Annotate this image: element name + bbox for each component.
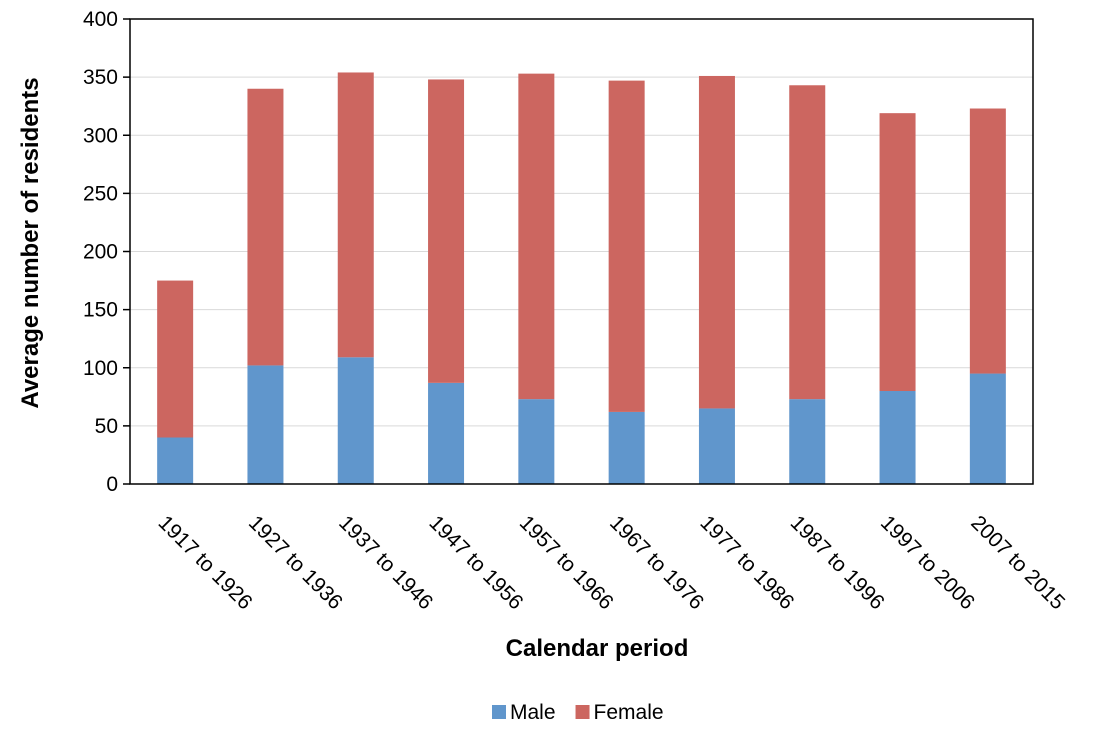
legend-label-male: Male [510, 701, 556, 724]
y-tick-label: 0 [106, 473, 118, 496]
y-tick-label: 200 [83, 241, 118, 264]
bar-female [247, 88, 284, 366]
bar-female [428, 79, 465, 383]
x-tick-label: 1947 to 1956 [425, 511, 528, 614]
y-tick-label: 150 [83, 299, 118, 322]
y-tick-label: 250 [83, 182, 118, 205]
x-tick-label: 1987 to 1996 [786, 511, 889, 614]
bars [157, 72, 1006, 484]
y-axis-ticks: 0 50 100 150 200 250 300 350 400 [83, 8, 130, 496]
bar-male [428, 382, 465, 484]
bar-male [157, 437, 194, 484]
bar-male [698, 408, 735, 484]
x-tick-label: 1997 to 2006 [876, 511, 979, 614]
y-tick-label: 100 [83, 357, 118, 380]
legend-swatch-female [575, 705, 590, 719]
legend-swatch-male [492, 705, 506, 719]
bar-male [337, 357, 374, 484]
bar-female [879, 113, 916, 391]
bar-male [789, 399, 826, 484]
y-tick-label: 50 [95, 415, 118, 438]
x-tick-label: 2007 to 2015 [966, 511, 1069, 614]
legend-label-female: Female [594, 701, 664, 724]
bar-female [157, 280, 194, 438]
bar-female [969, 108, 1006, 374]
bar-female [789, 85, 826, 400]
bar-male [879, 391, 916, 484]
y-tick-label: 350 [83, 66, 118, 89]
x-tick-label: 1957 to 1966 [515, 511, 618, 614]
bar-female [698, 75, 735, 409]
y-axis-title: Average number of residents [17, 77, 44, 408]
bar-male [518, 399, 555, 484]
bar-male [608, 411, 645, 484]
x-tick-label: 1917 to 1926 [154, 511, 257, 614]
bar-female [608, 80, 645, 412]
x-axis-title: Calendar period [506, 635, 689, 662]
y-tick-label: 300 [83, 124, 118, 147]
y-tick-label: 400 [83, 8, 118, 31]
x-tick-label: 1977 to 1986 [695, 511, 798, 614]
x-tick-label: 1967 to 1976 [605, 511, 708, 614]
bar-male [247, 365, 284, 484]
bar-male [969, 373, 1006, 484]
bar-female [337, 72, 374, 358]
x-tick-label: 1927 to 1936 [244, 511, 347, 614]
legend: Male Female [492, 701, 664, 724]
bar-female [518, 73, 555, 400]
x-tick-label: 1937 to 1946 [334, 511, 437, 614]
